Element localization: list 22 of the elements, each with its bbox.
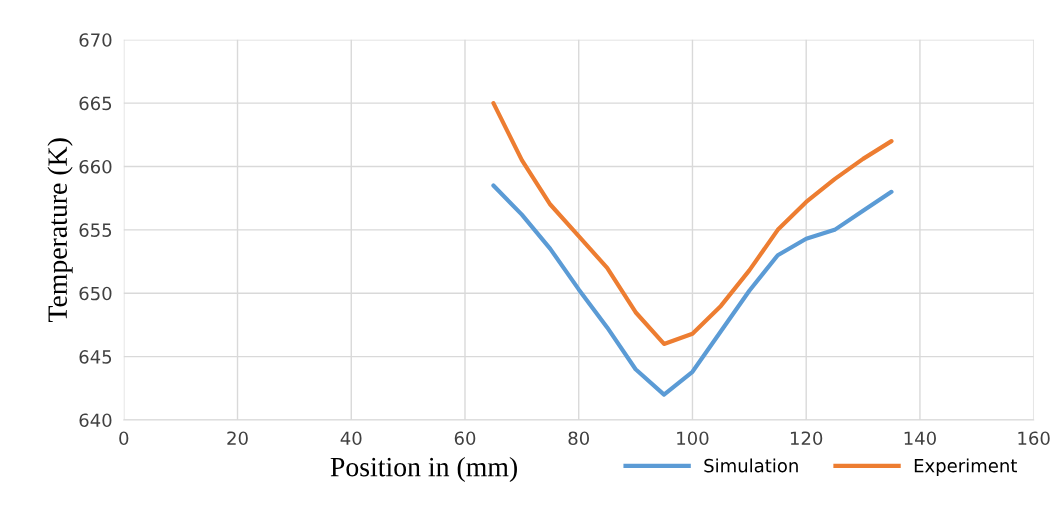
y-tick-label: 660 [79,159,112,174]
x-tick-label: 20 [227,431,248,446]
y-tick-label: 645 [79,350,112,364]
x-tick-label: 120 [790,431,823,446]
x-tick-label: 40 [340,431,362,446]
legend-label: Experiment [914,458,1017,476]
legend-label: Simulation [704,458,798,473]
x-tick-label: 140 [904,431,936,446]
x-axis-title: Position in (mm) [330,456,517,483]
y-tick-label: 665 [79,96,112,111]
x-tick-label: 80 [568,431,590,446]
y-tick-label: 640 [79,413,112,428]
x-tick-label: 0 [119,431,129,446]
y-tick-label: 670 [79,33,112,47]
y-tick-label: 650 [79,286,112,301]
line-series [491,183,894,397]
x-tick-label: 60 [454,431,476,446]
line-series [491,101,894,347]
x-tick-label: 160 [1018,431,1050,446]
y-axis-title: Temperature (K) [47,138,73,323]
y-tick-label: 655 [79,223,112,237]
x-tick-label: 100 [677,431,709,446]
